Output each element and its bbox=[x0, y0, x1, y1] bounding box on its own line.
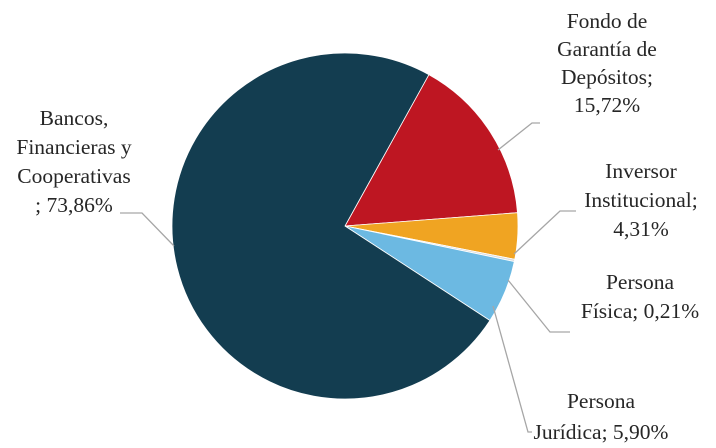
slice-label-line: Institucional; bbox=[584, 188, 697, 212]
slice-label-2: Inversor Institucional; 4,31% bbox=[584, 159, 697, 241]
slice-label-line: 4,31% bbox=[613, 217, 669, 241]
slice-label-line: Física; 0,21% bbox=[581, 299, 699, 323]
slice-label-line: ; 73,86% bbox=[35, 193, 113, 217]
slice-label-4: Persona Jurídica; 5,90% bbox=[534, 389, 669, 444]
leader-line-2 bbox=[513, 210, 576, 255]
pie-slice-5 bbox=[171, 52, 491, 400]
slice-label-line: Financieras y bbox=[16, 135, 131, 159]
slice-label-3: Persona Física; 0,21% bbox=[581, 270, 699, 323]
slice-label-line: Fondo de bbox=[567, 9, 648, 33]
slice-label-line: Persona bbox=[606, 270, 675, 294]
pie-slice-1 bbox=[344, 74, 518, 227]
leader-line-4 bbox=[492, 305, 532, 433]
slice-label-line: Garantía de bbox=[557, 37, 657, 61]
slice-label-1: Fondo de Garantía de Depósitos; 15,72% bbox=[557, 9, 657, 117]
slice-label-line: Bancos, bbox=[40, 106, 109, 130]
slice-label-line: Cooperativas bbox=[17, 164, 130, 188]
slice-label-5: Bancos, Financieras y Cooperativas ; 73,86% bbox=[16, 106, 131, 217]
slice-label-line: Depósitos; bbox=[561, 65, 653, 89]
slice-label-line: Inversor bbox=[605, 159, 677, 183]
leader-line-1 bbox=[497, 122, 540, 151]
leader-line-5 bbox=[120, 212, 175, 247]
leader-line-3 bbox=[507, 279, 570, 333]
slice-label-line: Jurídica; 5,90% bbox=[534, 420, 669, 444]
slice-label-line: 15,72% bbox=[574, 93, 640, 117]
slice-label-line: Persona bbox=[567, 389, 636, 413]
